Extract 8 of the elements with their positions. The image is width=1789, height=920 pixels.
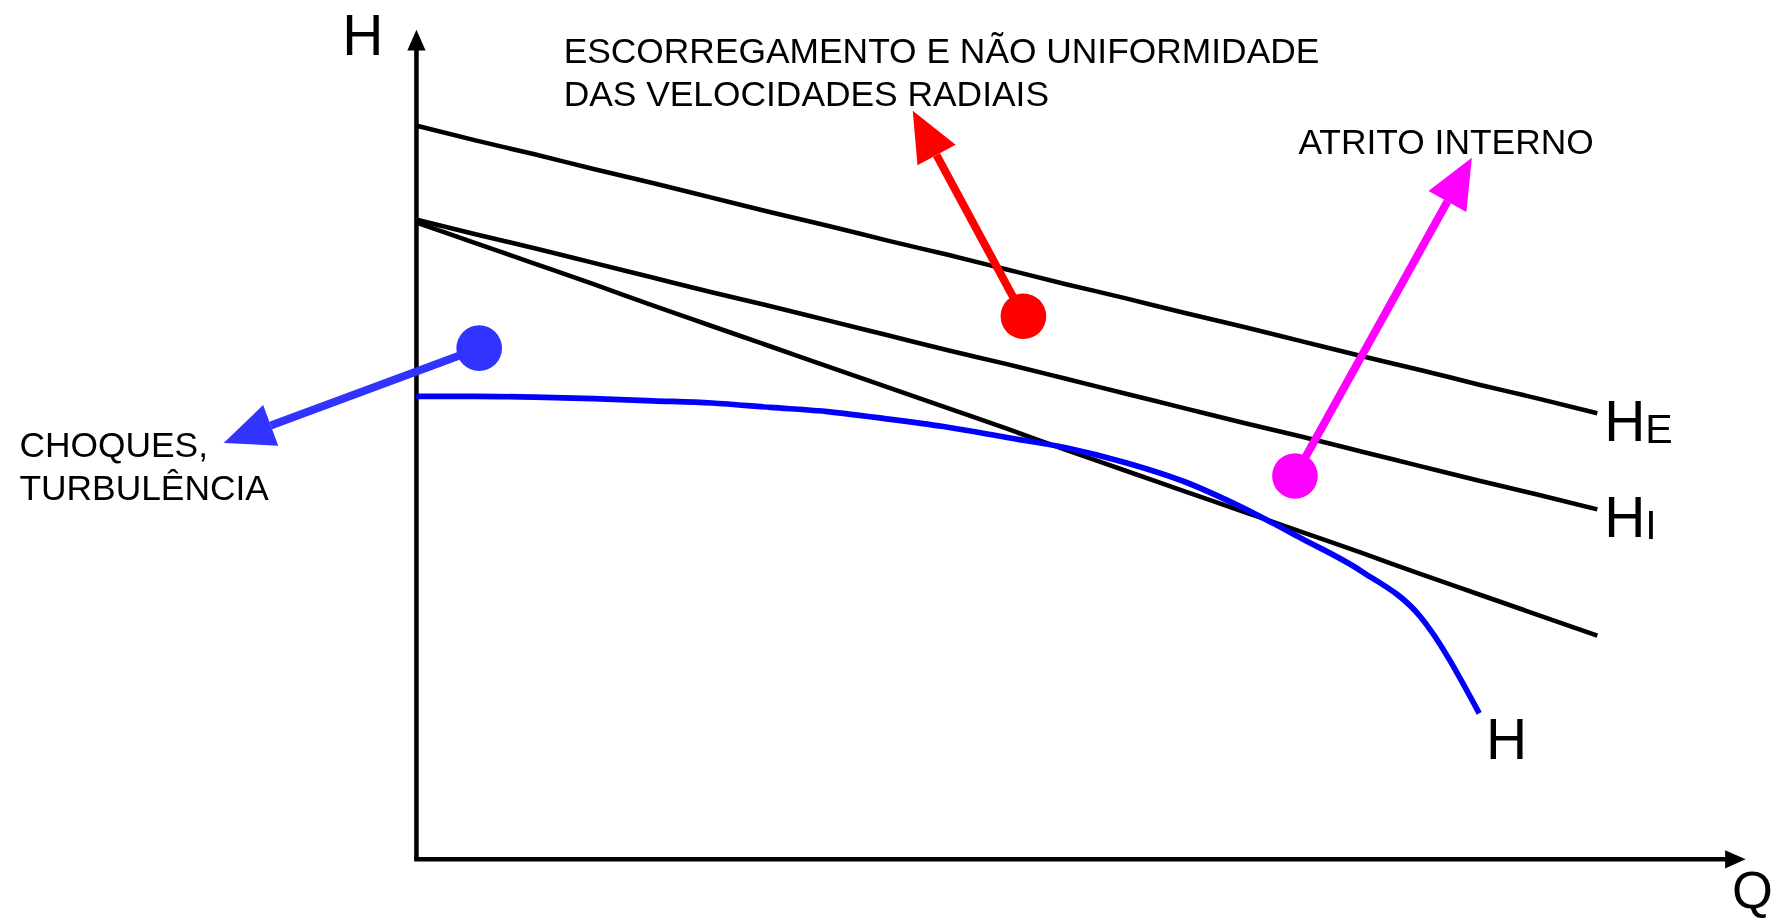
- annotation: ATRITO INTERNO: [1298, 122, 1594, 162]
- y-axis-title: H: [342, 2, 384, 67]
- x-axis-title: Q: [1732, 860, 1773, 920]
- text: CHOQUES, TURBULÊNCIA: [19, 424, 270, 507]
- series-label: H: [1486, 706, 1528, 771]
- series-label: HI: [1604, 484, 1657, 549]
- series-label: HE: [1604, 388, 1673, 453]
- text: ESCORREGAMENTO E NÃO UNIFORMIDADE DAS VELOCIDADES RADIAIS: [563, 30, 1320, 114]
